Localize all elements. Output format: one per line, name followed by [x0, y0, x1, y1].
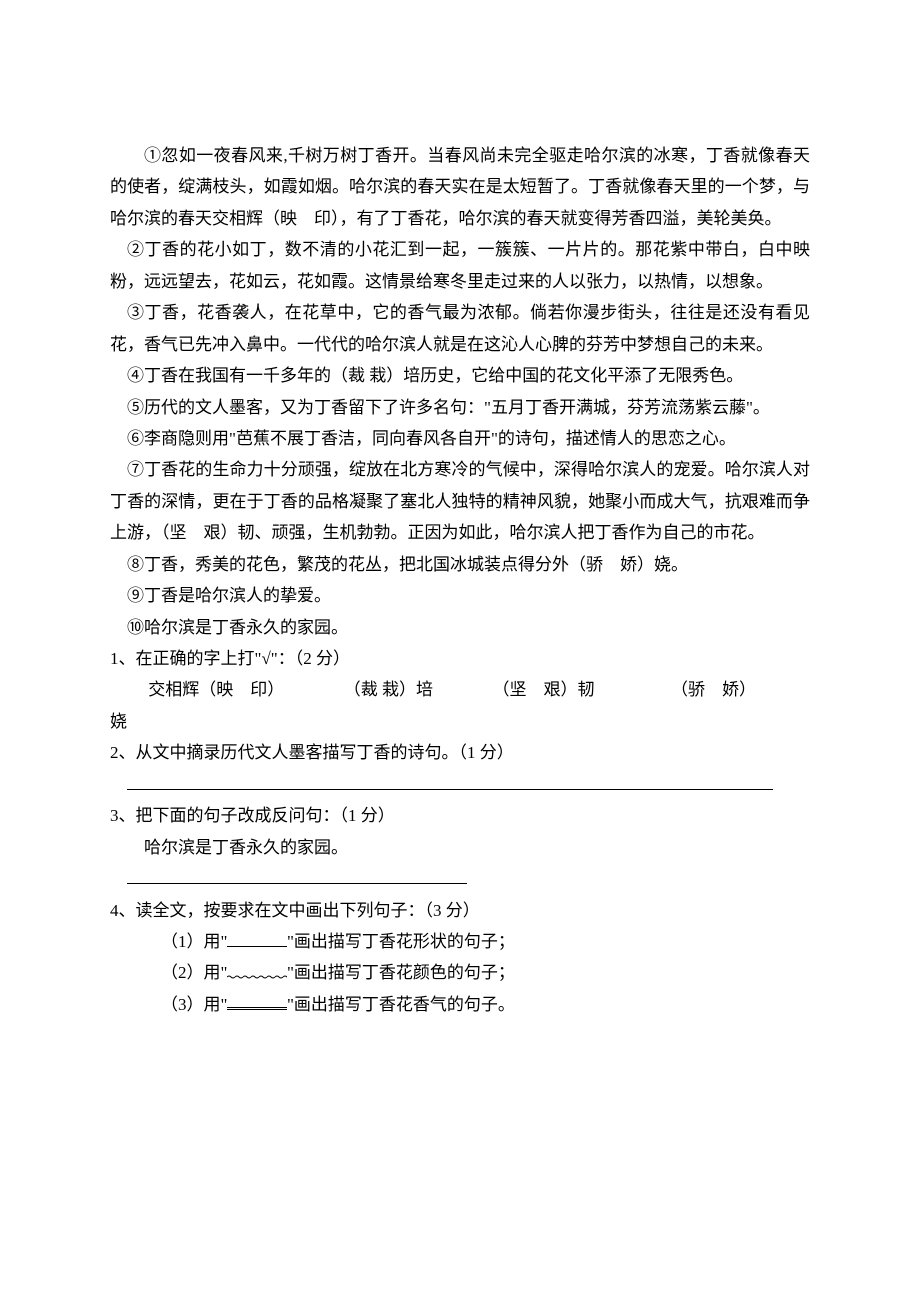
question-1-options: 交相辉（映 印） （裁 栽）培 （坚 艰）韧 （骄 娇）: [110, 674, 810, 705]
q4-s3-prefix: （3）用": [161, 995, 227, 1014]
passage-paragraph-10: ⑩哈尔滨是丁香永久的家园。: [110, 612, 810, 643]
passage-paragraph-1: ①忽如一夜春风来,千树万树丁香开。当春风尚未完全驱走哈尔滨的冰寒，丁香就像春天的…: [110, 140, 810, 234]
underline-solid-marker: [227, 929, 287, 947]
passage-paragraph-9: ⑨丁香是哈尔滨人的挚爱。: [110, 580, 810, 611]
question-2-stem: 2、从文中摘录历代文人墨客描写丁香的诗句。（1 分）: [110, 737, 810, 768]
question-4-sub-1: （1）用" "画出描写丁香花形状的句子；: [110, 926, 810, 957]
passage-paragraph-8: ⑧丁香，秀美的花色，繁茂的花丛，把北国冰城装点得分外（骄 娇）娆。: [110, 549, 810, 580]
document-page: ①忽如一夜春风来,千树万树丁香开。当春风尚未完全驱走哈尔滨的冰寒，丁香就像春天的…: [0, 0, 920, 1120]
q1-option-4-tail: 娆: [110, 706, 810, 737]
question-4-sub-3: （3）用" "画出描写丁香花香气的句子。: [110, 989, 810, 1020]
passage-paragraph-2: ②丁香的花小如丁，数不清的小花汇到一起，一簇簇、一片片的。那花紫中带白，白中映粉…: [110, 234, 810, 297]
q1-option-1: 交相辉（映 印）: [148, 680, 284, 699]
question-3-blank: [110, 863, 810, 894]
passage-paragraph-7: ⑦丁香花的生命力十分顽强，绽放在北方寒冷的气候中，深得哈尔滨人的宠爱。哈尔滨人对…: [110, 454, 810, 548]
question-2-blank: [110, 769, 810, 800]
passage-paragraph-3: ③丁香，花香袭人，在花草中，它的香气最为浓郁。倘若你漫步街头，往往是还没有看见花…: [110, 297, 810, 360]
q1-option-3: （坚 艰）韧: [493, 680, 595, 699]
q1-option-2: （裁 栽）培: [344, 680, 433, 699]
question-3-sentence: 哈尔滨是丁香永久的家园。: [110, 832, 810, 863]
q3-sentence-text: 哈尔滨是丁香永久的家园。: [144, 838, 348, 857]
answer-blank-line[interactable]: [127, 772, 773, 790]
q4-s2-suffix: "画出描写丁香花颜色的句子；: [287, 963, 515, 982]
q4-s2-prefix: （2）用": [161, 963, 227, 982]
passage-paragraph-4: ④丁香在我国有一千多年的（裁 栽）培历史，它给中国的花文化平添了无限秀色。: [110, 360, 810, 391]
q4-s1-prefix: （1）用": [161, 932, 227, 951]
underline-wavy-marker: [227, 961, 287, 978]
answer-blank-line-short[interactable]: [127, 866, 467, 884]
question-4-stem: 4、读全文，按要求在文中画出下列句子：（3 分）: [110, 895, 810, 926]
question-1-stem: 1、在正确的字上打"√"：（2 分）: [110, 643, 810, 674]
passage-paragraph-6: ⑥李商隐则用"芭蕉不展丁香洁，同向春风各自开"的诗句，描述情人的思恋之心。: [110, 423, 810, 454]
q1-option-4: （骄 娇）: [671, 680, 756, 699]
question-3-stem: 3、把下面的句子改成反问句：（1 分）: [110, 800, 810, 831]
q4-s1-suffix: "画出描写丁香花形状的句子；: [287, 932, 515, 951]
q4-s3-suffix: "画出描写丁香花香气的句子。: [287, 995, 515, 1014]
question-4-sub-2: （2）用" "画出描写丁香花颜色的句子；: [110, 957, 810, 988]
passage-paragraph-5: ⑤历代的文人墨客，又为丁香留下了许多名句："五月丁香开满城，芬芳流荡紫云藤"。: [110, 392, 810, 423]
underline-double-marker: [227, 990, 287, 1010]
